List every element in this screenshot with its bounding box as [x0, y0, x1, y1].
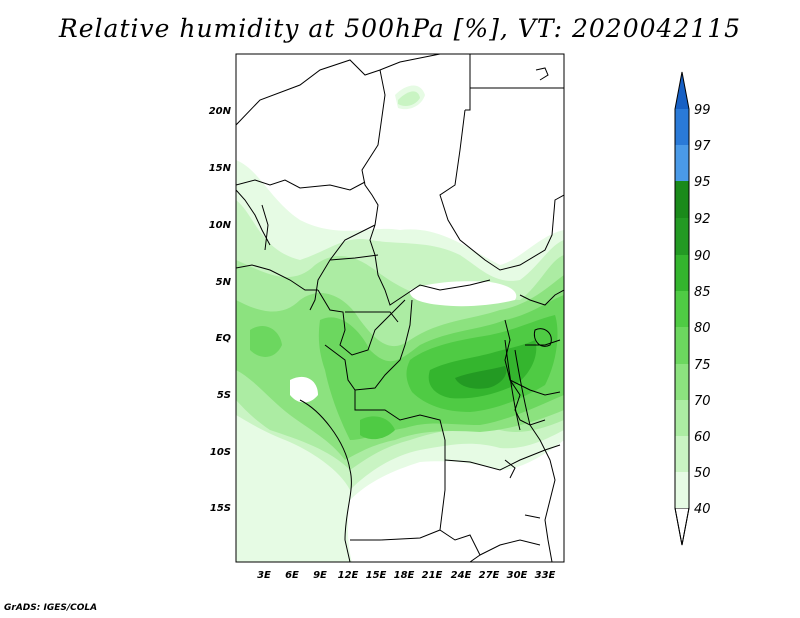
- lat-label: 15N: [209, 163, 232, 174]
- lon-label: 6E: [285, 570, 299, 581]
- map-frame: [235, 53, 565, 563]
- lon-label: 12E: [338, 570, 359, 581]
- lat-label: EQ: [216, 333, 232, 344]
- grads-credit: GrADS: IGES/COLA: [4, 603, 98, 613]
- longitude-labels: 3E 6E 9E 12E 15E 18E 21E 24E 27E 30E 33E: [257, 570, 555, 581]
- colorbar: 40 50 60 70 75 80 85 90 92 95 97 99: [674, 71, 711, 546]
- colorbar-swatch: [675, 291, 689, 327]
- colorbar-label: 70: [694, 394, 711, 409]
- colorbar-swatch: [675, 436, 689, 472]
- lon-label: 9E: [313, 570, 327, 581]
- lat-label: 5N: [216, 277, 232, 288]
- colorbar-label: 92: [694, 212, 711, 227]
- lon-label: 30E: [507, 570, 528, 581]
- colorbar-swatch: [675, 327, 689, 364]
- colorbar-label: 90: [694, 249, 711, 264]
- lat-label: 10N: [209, 220, 232, 231]
- colorbar-swatch: [675, 109, 689, 145]
- lat-label: 5S: [217, 390, 231, 401]
- colorbar-swatch: [675, 145, 689, 181]
- colorbar-label: 95: [694, 175, 711, 190]
- colorbar-label: 97: [694, 139, 711, 154]
- colorbar-swatch: [675, 472, 689, 508]
- country-borders: [236, 54, 564, 562]
- colorbar-label: 50: [694, 466, 711, 481]
- colorbar-label: 85: [694, 285, 711, 300]
- colorbar-label: 40: [694, 502, 711, 517]
- colorbar-label: 99: [694, 103, 711, 118]
- lat-label: 20N: [209, 106, 232, 117]
- map-title: Relative humidity at 500hPa [%], VT: 202…: [58, 14, 742, 43]
- humidity-field: [236, 85, 564, 562]
- latitude-labels: 20N 15N 10N 5N EQ 5S 10S 15S: [209, 106, 232, 514]
- colorbar-top-arrow: [675, 72, 689, 109]
- colorbar-swatch: [675, 218, 689, 255]
- lon-label: 18E: [394, 570, 415, 581]
- colorbar-swatch: [675, 255, 689, 291]
- colorbar-swatch: [675, 181, 689, 218]
- lon-label: 33E: [535, 570, 556, 581]
- lon-label: 15E: [366, 570, 387, 581]
- lon-label: 3E: [257, 570, 271, 581]
- lon-label: 27E: [479, 570, 500, 581]
- colorbar-bottom-arrow: [674, 507, 690, 546]
- colorbar-swatch: [675, 364, 689, 400]
- colorbar-label: 75: [694, 358, 711, 373]
- lon-label: 21E: [422, 570, 443, 581]
- lon-label: 24E: [451, 570, 472, 581]
- colorbar-label: 80: [694, 321, 711, 336]
- lat-label: 10S: [210, 447, 231, 458]
- lat-label: 15S: [210, 503, 231, 514]
- colorbar-label: 60: [694, 430, 711, 445]
- colorbar-swatch: [675, 400, 689, 436]
